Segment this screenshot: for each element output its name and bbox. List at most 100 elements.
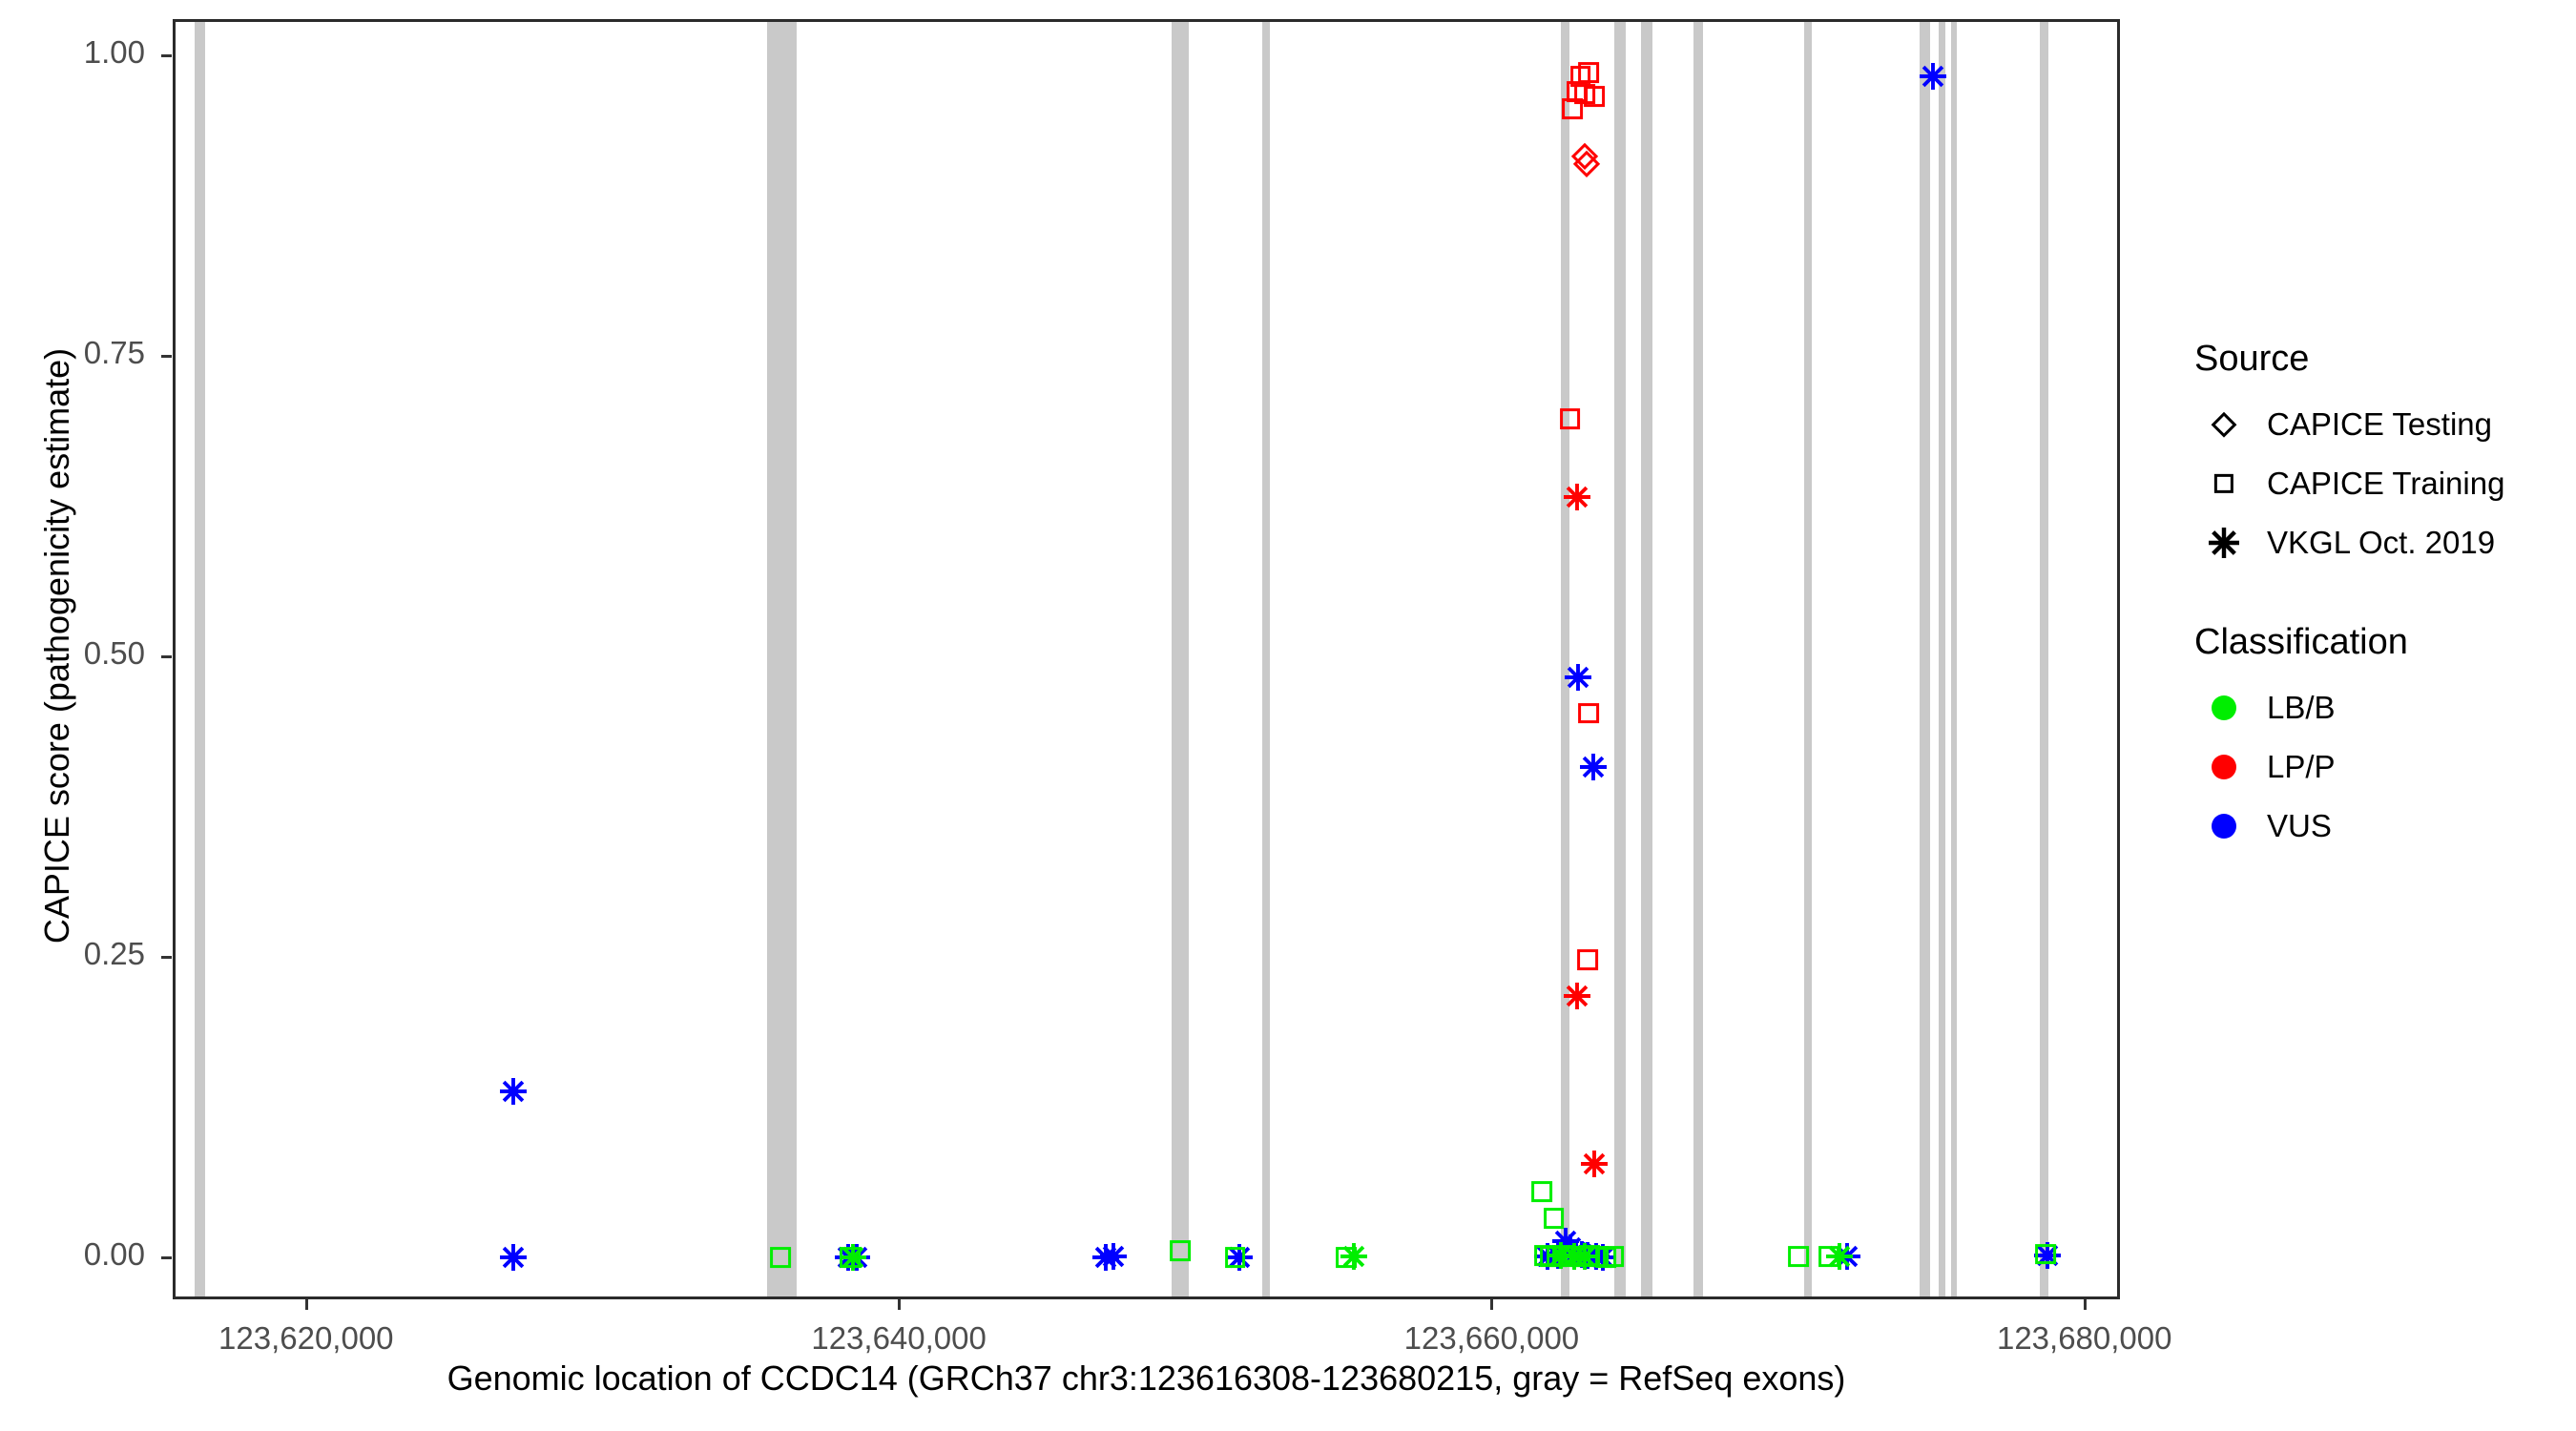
data-point [1833,1242,1861,1271]
data-point [1570,1242,1599,1271]
data-point [1579,753,1608,781]
data-point [1099,1242,1128,1271]
exon-band [1804,22,1812,1296]
data-point [499,1077,528,1106]
x-axis-title: Genomic location of CCDC14 (GRCh37 chr3:… [447,1358,1846,1398]
data-point [1534,1244,1556,1266]
x-tick-mark [2083,1299,2087,1310]
y-tick-mark [161,53,172,57]
legend-label: VUS [2267,808,2332,843]
x-tick-mark [1490,1299,1494,1310]
exon-band [1939,22,1945,1296]
data-point [1224,1247,1246,1269]
x-tick-label: 123,640,000 [811,1320,987,1356]
legend-item-classification[interactable]: LB/B [2194,678,2566,737]
legend-item-source[interactable]: VKGL Oct. 2019 [2194,513,2566,572]
legend: Source CAPICE Testing CAPICE Training VKGL… [2194,339,2566,856]
legend-label: CAPICE Training [2267,466,2505,501]
y-tick-mark [161,955,172,959]
data-point [1531,1181,1553,1202]
x-tick-mark [898,1299,902,1310]
data-point [1572,150,1600,177]
data-point [1578,62,1600,83]
data-point [1336,1247,1357,1269]
legend-item-classification[interactable]: LP/P [2194,737,2566,797]
y-tick-label: 1.00 [83,33,145,70]
data-point [1825,1242,1854,1271]
data-point [1594,1247,1616,1269]
y-tick-label: 0.00 [83,1235,145,1272]
data-point [1578,702,1600,724]
legend-marker [2194,513,2254,572]
exon-band [2040,22,2049,1296]
y-tick-mark [161,1255,172,1259]
exon-band [766,22,797,1296]
legend-item-source[interactable]: CAPICE Training [2194,454,2566,513]
exon-band [1261,22,1270,1296]
color-dot-icon [2212,695,2236,720]
square-icon [2213,473,2234,494]
x-tick-mark [304,1299,308,1310]
exon-band [195,22,206,1296]
exon-band [1614,22,1626,1296]
legend-classification-rows: LB/B LP/P VUS [2194,678,2566,856]
exon-band [1561,22,1570,1296]
diamond-icon [2211,411,2237,438]
color-dot-icon [2212,755,2236,779]
y-tick-label: 0.75 [83,334,145,370]
data-point [839,1243,867,1272]
legend-item-source[interactable]: CAPICE Testing [2194,395,2566,454]
asterisk-icon [2208,527,2240,559]
legend-marker [2194,678,2254,737]
legend-source-rows: CAPICE Testing CAPICE Training VKGL Oct. 2… [2194,395,2566,572]
exon-band [1641,22,1652,1296]
exon-band [1950,22,1958,1296]
legend-label: LP/P [2267,749,2336,784]
x-tick-label: 123,620,000 [218,1320,394,1356]
plot-panel [173,19,2120,1299]
legend-marker [2194,737,2254,797]
legend-gap [2194,572,2566,622]
data-point [1584,86,1606,108]
data-point [1225,1243,1254,1272]
data-point [1573,1241,1602,1270]
data-point [839,1247,861,1269]
data-point [1340,1242,1368,1271]
data-point [1567,81,1589,102]
data-point [1570,142,1599,171]
x-tick-label: 123,680,000 [1996,1320,2172,1356]
data-point [1577,948,1599,970]
x-tick-label: 123,660,000 [1403,1320,1580,1356]
legend-label: LB/B [2267,690,2336,725]
legend-marker [2194,395,2254,454]
data-point [1574,83,1596,105]
legend-source-title: Source [2194,339,2310,379]
data-point [1582,1242,1610,1271]
data-point [1578,1244,1600,1266]
data-point [1568,1240,1596,1269]
data-point [1588,1246,1610,1268]
exon-band [1171,22,1190,1296]
data-point [1533,1242,1562,1271]
data-point [1569,65,1591,87]
color-dot-icon [2212,814,2236,839]
y-tick-mark [161,654,172,658]
y-tick-mark [161,354,172,358]
data-point [842,1243,871,1272]
exon-band [1693,22,1704,1296]
legend-item-classification[interactable]: VUS [2194,797,2566,856]
data-point [1569,1246,1591,1268]
data-point [499,1243,528,1272]
y-tick-label: 0.25 [83,935,145,971]
y-tick-label: 0.50 [83,634,145,671]
data-point [1818,1246,1840,1268]
data-point [1091,1243,1120,1272]
data-point [834,1243,862,1272]
legend-classification-title: Classification [2194,622,2408,662]
legend-label: CAPICE Testing [2267,406,2492,442]
legend-marker [2194,454,2254,513]
legend-marker [2194,797,2254,856]
data-point [1589,1243,1617,1272]
legend-label: VKGL Oct. 2019 [2267,525,2496,560]
